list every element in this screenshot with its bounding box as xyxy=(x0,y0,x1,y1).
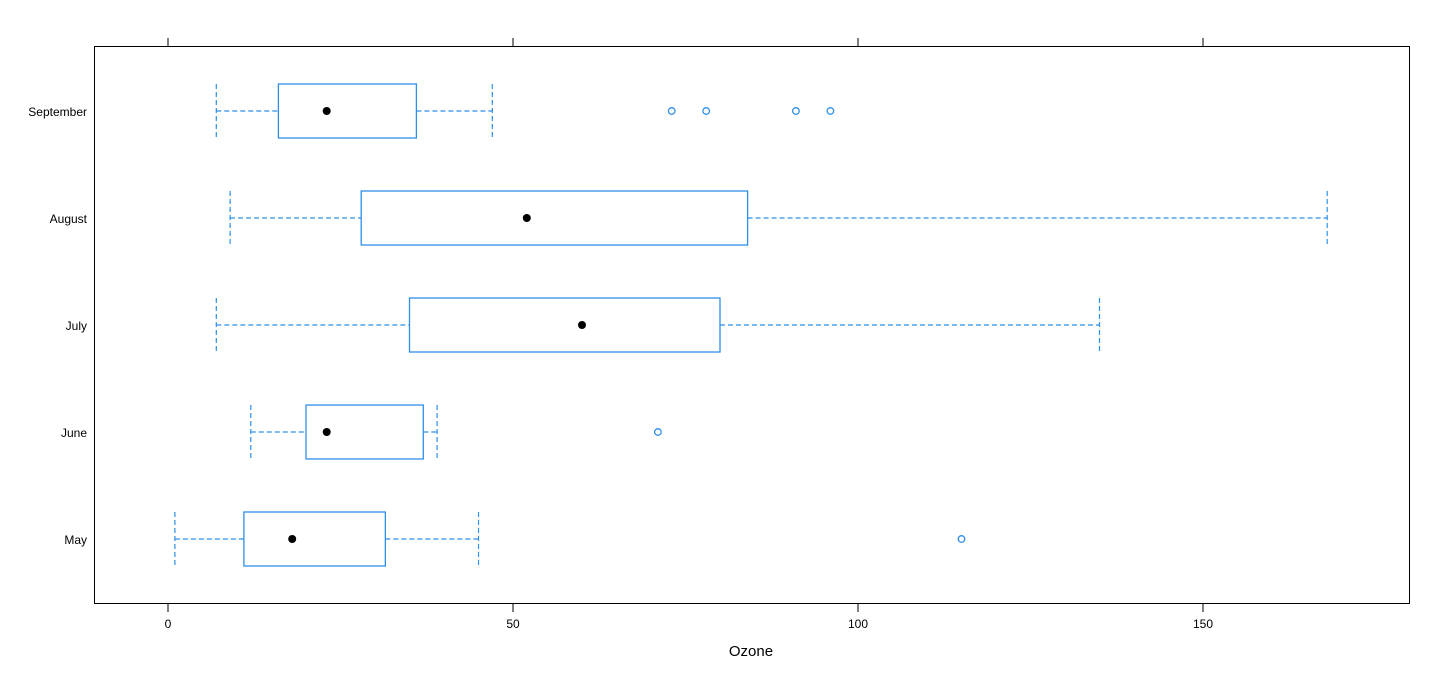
median-dot xyxy=(522,214,531,222)
box xyxy=(305,404,424,460)
outlier-point xyxy=(702,107,711,115)
box xyxy=(277,83,418,139)
y-category-label: July xyxy=(66,319,87,333)
y-category-label: June xyxy=(61,426,87,440)
box xyxy=(408,297,721,353)
x-tick-label: 150 xyxy=(1193,617,1213,631)
x-tick-label: 50 xyxy=(506,617,520,631)
x-axis-label: Ozone xyxy=(729,643,773,660)
median-dot xyxy=(322,428,331,436)
outlier-point xyxy=(667,107,676,115)
box xyxy=(360,190,749,246)
x-tick-label: 0 xyxy=(165,617,172,631)
y-category-label: May xyxy=(64,533,87,547)
y-category-label: August xyxy=(50,212,88,226)
median-dot xyxy=(288,535,297,543)
box xyxy=(243,511,386,567)
median-dot xyxy=(322,107,331,115)
x-tick-label: 100 xyxy=(848,617,868,631)
outlier-point xyxy=(826,107,835,115)
y-category-label: September xyxy=(28,105,87,119)
plot-frame xyxy=(94,46,1410,604)
outlier-point xyxy=(957,535,966,543)
median-dot xyxy=(578,321,586,329)
outlier-point xyxy=(791,107,800,115)
outlier-point xyxy=(653,428,662,436)
